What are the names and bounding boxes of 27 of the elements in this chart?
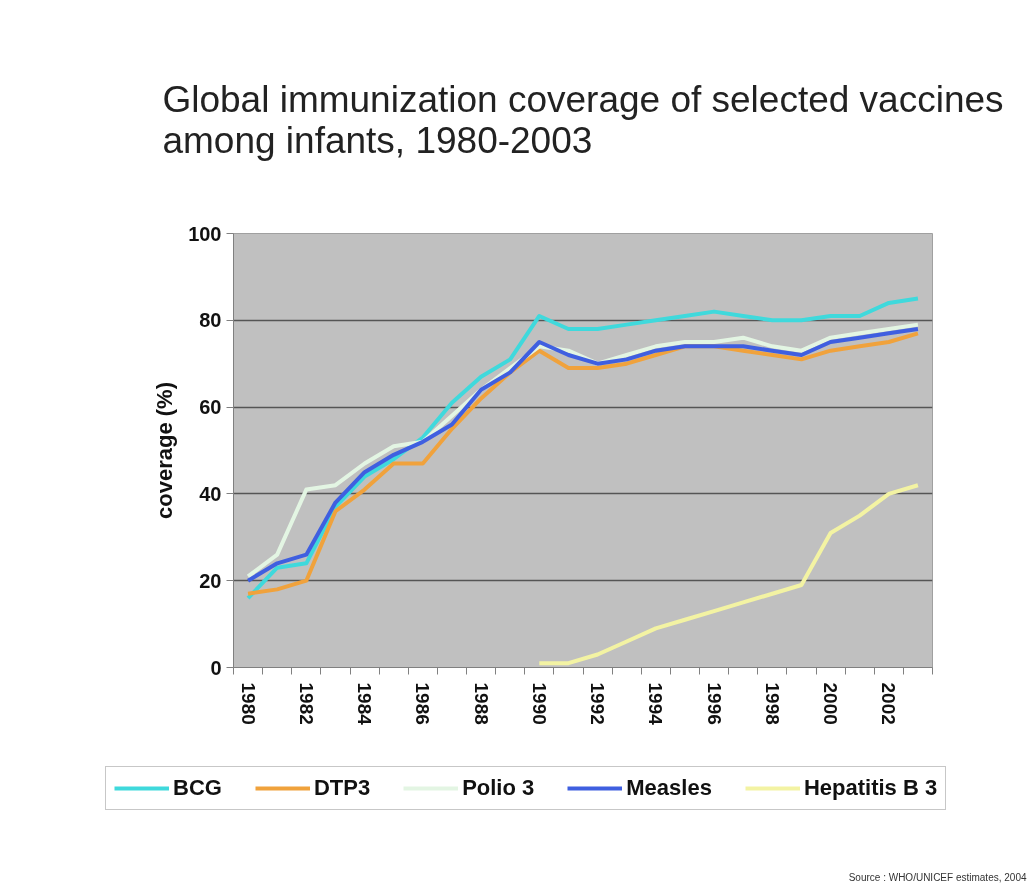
x-tick-label: 1988	[470, 682, 492, 725]
chart-title: Global immunization coverage of selected vaccines among infants, 1980-2003	[162, 79, 1004, 161]
x-tick-label: 1980	[237, 682, 259, 725]
y-tick-label: 0	[210, 656, 222, 679]
x-tick-label: 1986	[412, 682, 434, 725]
y-tick-label: 40	[199, 482, 222, 505]
x-tick-label: 1984	[354, 682, 376, 726]
legend-label: Hepatitis B 3	[803, 775, 938, 801]
y-tick-label: 100	[188, 222, 222, 245]
y-axis-title: coverage (%)	[152, 382, 178, 519]
x-tick-label: 1994	[645, 682, 667, 726]
legend-label: BCG	[173, 775, 222, 801]
x-tick-label: 2002	[878, 682, 900, 725]
x-tick-label: 1990	[528, 682, 550, 725]
x-tick-label: 1996	[703, 682, 725, 725]
source-note: Source : WHO/UNICEF estimates, 2004	[848, 872, 1027, 883]
x-tick-label: 1992	[587, 682, 609, 725]
y-tick-label: 60	[199, 396, 222, 419]
legend-label: Polio 3	[462, 775, 535, 801]
x-tick-label: 1998	[761, 682, 783, 725]
x-tick-label: 1982	[295, 682, 317, 725]
legend-label: DTP3	[313, 775, 371, 801]
line-series	[537, 483, 920, 666]
legend-label: Measles	[626, 775, 712, 801]
x-tick-label: 2000	[820, 682, 842, 725]
y-tick-label: 20	[199, 569, 222, 592]
y-tick-label: 80	[199, 309, 222, 332]
